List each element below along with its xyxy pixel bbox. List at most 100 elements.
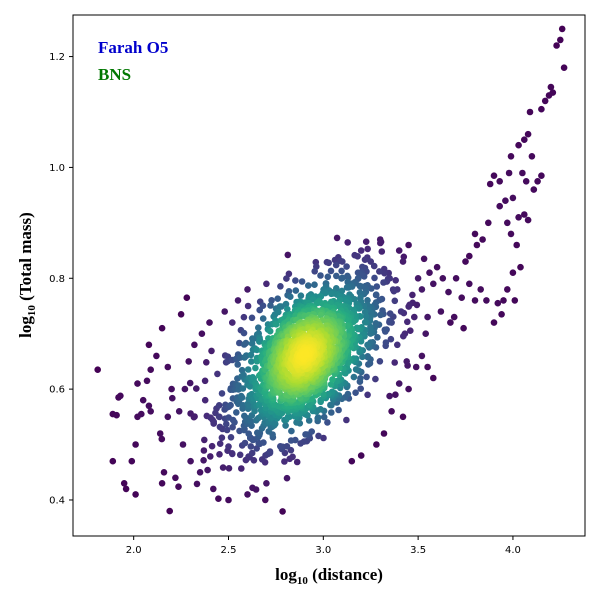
scatter-point	[263, 280, 270, 288]
scatter-point	[287, 437, 295, 444]
x-axis-title-rest: (distance)	[308, 565, 383, 584]
scatter-point	[221, 308, 228, 315]
scatter-point	[473, 241, 481, 249]
scatter-point	[407, 327, 414, 335]
scatter-point	[333, 272, 340, 280]
scatter-point	[391, 297, 399, 305]
scatter-point	[325, 259, 333, 267]
y-tick-label: 0.8	[49, 274, 65, 285]
scatter-point	[430, 280, 437, 288]
scatter-point	[364, 297, 371, 304]
scatter-point	[132, 441, 139, 448]
scatter-point	[391, 359, 399, 366]
scatter-point	[225, 443, 232, 450]
scatter-point	[405, 385, 412, 393]
scatter-point	[117, 392, 124, 400]
x-tick-label: 3.0	[315, 545, 331, 556]
x-axis-title: log10 (distance)	[275, 565, 383, 587]
x-tick-label: 2.5	[221, 545, 237, 556]
scatter-point	[362, 238, 370, 245]
scatter-point	[201, 436, 208, 444]
scatter-point	[327, 381, 335, 388]
scatter-point	[210, 418, 217, 426]
scatter-point	[395, 247, 403, 254]
scatter-point	[386, 310, 394, 317]
scatter-point	[502, 197, 509, 204]
scatter-point	[143, 377, 151, 385]
scatter-point	[305, 417, 313, 424]
scatter-point	[122, 485, 130, 493]
scatter-point	[198, 330, 206, 338]
scatter-point	[244, 286, 251, 293]
scatter-point	[485, 219, 492, 227]
scatter-point	[418, 286, 426, 293]
scatter-point	[560, 64, 568, 71]
scatter-point	[292, 277, 299, 284]
scatter-point	[234, 297, 242, 304]
scatter-point	[509, 194, 517, 202]
scatter-point	[315, 432, 322, 440]
points-layer	[94, 25, 568, 515]
y-tick-label: 1.0	[49, 163, 65, 174]
scatter-point	[370, 262, 378, 270]
scatter-point	[553, 42, 560, 49]
scatter-point	[424, 363, 431, 371]
scatter-point	[215, 402, 223, 409]
scatter-point	[201, 396, 209, 404]
scatter-point	[147, 408, 154, 415]
scatter-point	[139, 396, 147, 404]
scatter-point	[274, 295, 282, 303]
scatter-point	[547, 83, 555, 91]
scatter-point	[153, 352, 160, 360]
scatter-point	[352, 389, 359, 397]
scatter-point	[471, 297, 479, 304]
scatter-point	[524, 130, 532, 138]
scatter-point	[404, 318, 411, 326]
scatter-point	[373, 441, 380, 448]
scatter-point	[405, 303, 413, 310]
scatter-point	[392, 391, 399, 399]
scatter-point	[479, 236, 486, 243]
scatter-point	[231, 419, 238, 426]
scatter-point	[284, 305, 291, 313]
scatter-point	[248, 358, 255, 365]
scatter-point	[145, 341, 153, 349]
scatter-point	[248, 449, 256, 457]
scatter-point	[260, 439, 267, 446]
scatter-point	[138, 410, 145, 418]
scatter-point	[505, 169, 513, 177]
annotation-model: Farah O5	[98, 38, 168, 57]
scatter-point	[513, 241, 520, 249]
scatter-point	[147, 366, 154, 374]
scatter-point	[344, 239, 352, 246]
scatter-point	[509, 269, 517, 277]
scatter-point	[177, 311, 185, 318]
scatter-point	[466, 280, 473, 288]
scatter-point	[132, 491, 139, 498]
scatter-point	[229, 319, 236, 326]
scatter-point	[365, 361, 372, 368]
scatter-point	[158, 435, 166, 443]
scatter-point	[219, 464, 227, 471]
scatter-point	[179, 441, 187, 448]
scatter-point	[284, 251, 292, 259]
scatter-point	[363, 373, 370, 381]
scatter-point	[245, 430, 252, 438]
scatter-point	[256, 306, 264, 314]
scatter-point	[422, 330, 430, 338]
scatter-point	[244, 491, 251, 498]
scatter-point	[498, 311, 505, 318]
scatter-point	[522, 178, 530, 185]
scatter-point	[158, 324, 166, 332]
scatter-point	[517, 263, 524, 271]
scatter-point	[394, 341, 401, 349]
scatter-point	[160, 469, 168, 476]
scatter-point	[327, 401, 334, 409]
scatter-point	[200, 457, 207, 464]
scatter-point	[382, 339, 390, 346]
scatter-point	[210, 485, 217, 493]
scatter-point	[400, 332, 407, 340]
scatter-point	[238, 394, 246, 401]
scatter-point	[255, 338, 263, 345]
scatter-point	[377, 311, 384, 319]
